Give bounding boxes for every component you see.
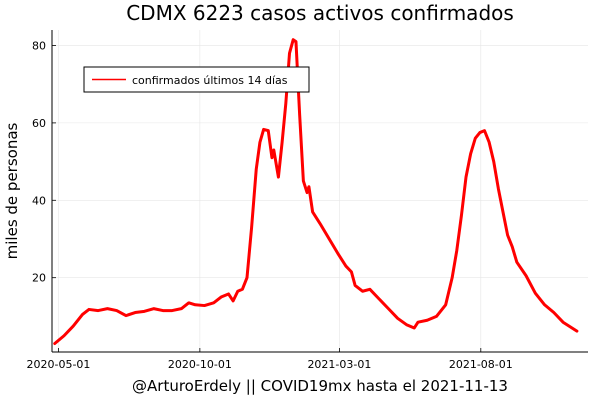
- x-tick-label: 2020-10-01: [168, 358, 232, 371]
- x-axis-label: @ArturoErdely || COVID19mx hasta el 2021…: [132, 377, 508, 395]
- grid: [52, 30, 588, 352]
- axes: [51, 30, 588, 353]
- x-tick-label: 2021-08-01: [449, 358, 513, 371]
- legend-box: [83, 66, 310, 93]
- ticks: 2020-05-01 2020-10-01 2021-03-01 2021-08-01…: [27, 39, 513, 371]
- legend-entry: confirmados últimos 14 días: [132, 74, 288, 87]
- series-line: [53, 38, 579, 345]
- y-tick-label: 80: [32, 39, 46, 52]
- y-tick-label: 60: [32, 117, 46, 130]
- y-axis-label: miles de personas: [3, 122, 21, 259]
- series: [53, 38, 579, 345]
- chart-title: CDMX 6223 casos activos confirmados: [126, 1, 514, 25]
- x-tick-label: 2020-05-01: [27, 358, 91, 371]
- y-tick-label: 20: [32, 272, 46, 285]
- legend: confirmados últimos 14 días: [83, 66, 310, 93]
- x-tick-label: 2021-03-01: [307, 358, 371, 371]
- y-tick-label: 40: [32, 194, 46, 207]
